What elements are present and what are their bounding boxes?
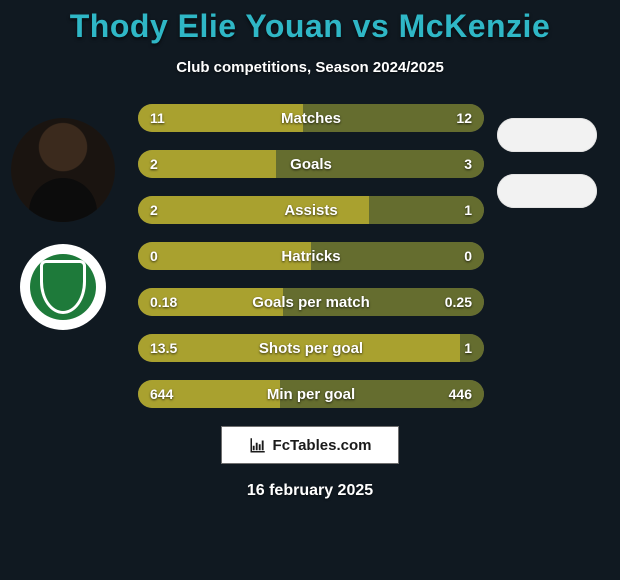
stat-row: 13.51Shots per goal [138, 334, 484, 362]
stat-row: 23Goals [138, 150, 484, 178]
bar-right [460, 334, 484, 362]
bar-left [138, 150, 276, 178]
brand-text: FcTables.com [273, 437, 372, 454]
bar-left [138, 380, 280, 408]
subtitle: Club competitions, Season 2024/2025 [0, 59, 620, 76]
bar-left [138, 334, 460, 362]
stat-rows: 1112Matches 23Goals 21Assists 00Hatricks 0.1… [0, 104, 620, 408]
stat-row: 00Hatricks [138, 242, 484, 270]
bar-left [138, 104, 303, 132]
date-label: 16 february 2025 [0, 482, 620, 500]
stat-row: 0.180.25Goals per match [138, 288, 484, 316]
bar-right [303, 104, 484, 132]
bar-right [369, 196, 484, 224]
bar-right [311, 242, 484, 270]
chart-icon [249, 436, 267, 454]
stat-row: 21Assists [138, 196, 484, 224]
stat-row: 644446Min per goal [138, 380, 484, 408]
stat-row: 1112Matches [138, 104, 484, 132]
page-title: Thody Elie Youan vs McKenzie [0, 8, 620, 45]
brand-badge: FcTables.com [221, 426, 399, 464]
bar-right [283, 288, 484, 316]
comparison-card: Thody Elie Youan vs McKenzie Club compet… [0, 0, 620, 580]
bar-left [138, 242, 311, 270]
bar-right [276, 150, 484, 178]
bar-right [280, 380, 484, 408]
bar-left [138, 288, 283, 316]
bar-left [138, 196, 369, 224]
